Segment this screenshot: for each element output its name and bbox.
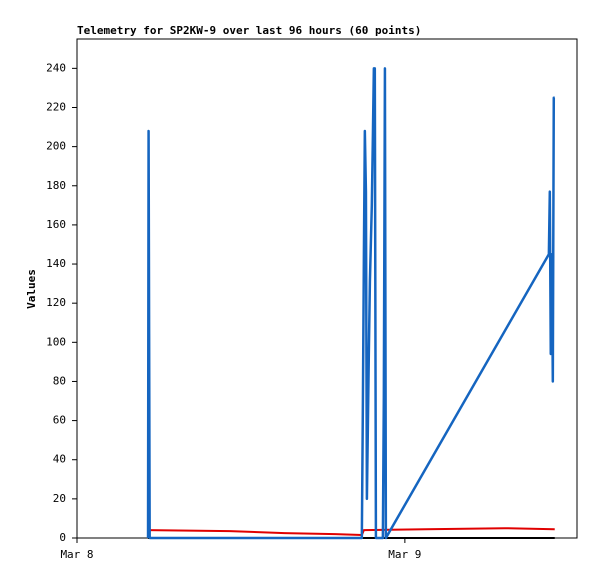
y-tick-label: 140 [46, 257, 66, 270]
y-axis-label: Values [25, 269, 38, 309]
y-tick-label: 20 [53, 492, 66, 505]
y-tick-label: 40 [53, 453, 66, 466]
y-tick-label: 200 [46, 140, 66, 153]
y-tick-label: 240 [46, 61, 66, 74]
x-tick-label: Mar 9 [388, 548, 421, 561]
y-tick-label: 120 [46, 296, 66, 309]
y-tick-label: 60 [53, 414, 66, 427]
series-line [146, 67, 556, 540]
plot-frame [76, 38, 578, 539]
chart-title: Telemetry for SP2KW-9 over last 96 hours… [77, 24, 421, 37]
series-line [148, 527, 555, 537]
y-tick-label: 0 [59, 531, 66, 544]
y-tick-label: 80 [53, 374, 66, 387]
y-tick-label: 180 [46, 179, 66, 192]
y-tick-label: 220 [46, 100, 66, 113]
y-tick-label: 100 [46, 335, 66, 348]
x-tick-label: Mar 8 [60, 548, 93, 561]
y-tick-label: 160 [46, 218, 66, 231]
